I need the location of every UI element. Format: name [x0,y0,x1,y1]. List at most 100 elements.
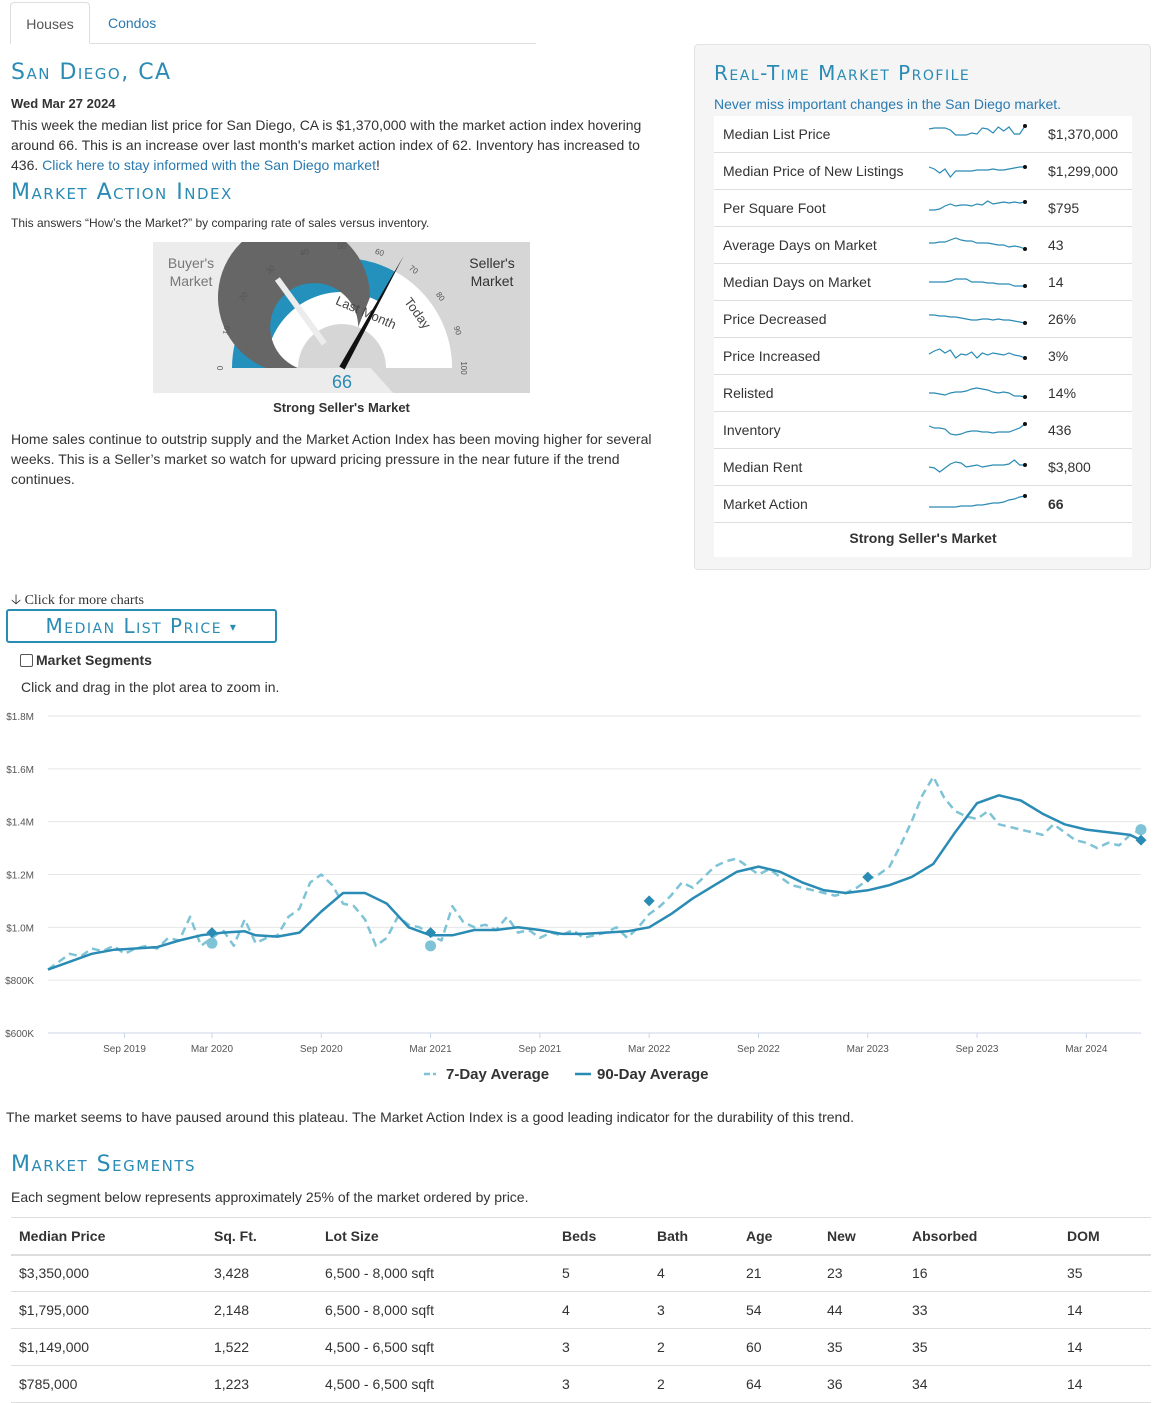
table-cell: 3 [649,1291,738,1329]
table-cell: 1,522 [206,1328,317,1366]
marker-7-day[interactable] [206,937,218,949]
more-charts-link[interactable]: 🡣 Click for more charts [11,593,144,608]
profile-row[interactable]: Average Days on Market 43 [714,227,1132,264]
gauge-tick-label: 50 [338,242,347,251]
profile-row-value: 26% [1048,311,1077,327]
marker-90-day[interactable] [206,927,218,939]
sparkline-path [928,348,1026,359]
profile-row[interactable]: Per Square Foot $795 [714,190,1132,227]
tab-houses[interactable]: Houses [10,2,90,44]
profile-row-value: $1,370,000 [1048,126,1119,142]
table-cell: 2,148 [206,1291,317,1329]
sparkline-end-dot [1023,395,1027,399]
table-header-cell: Lot Size [317,1217,554,1256]
gauge-arcs [217,221,452,368]
profile-row-value: 3% [1048,348,1069,364]
table-row: $785,000 1,223 4,500 - 6,500 sqft 3 2 64 36 34 1… [11,1365,1151,1403]
marker-7-day[interactable] [425,940,437,952]
table-cell: 2 [649,1365,738,1403]
profile-row-value: $1,299,000 [1048,163,1119,179]
chart-markers [206,824,1147,952]
profile-row-value: 66 [1048,496,1064,512]
market-segments-title: Market Segments [11,1152,197,1177]
marker-90-day[interactable] [862,871,874,883]
marker-90-day[interactable] [643,895,655,907]
table-cell: $785,000 [11,1365,206,1403]
sparkline [928,422,1027,436]
chart-type-dropdown[interactable]: Median List Price ▾ [6,609,277,643]
sparkline-end-dot [1023,422,1027,426]
plateau-text: The market seems to have paused around t… [6,1109,855,1125]
legend-7-day-label[interactable]: 7-Day Average [446,1066,549,1083]
x-tick-label: Mar 2023 [847,1044,890,1055]
profile-row[interactable]: Relisted 14% [714,375,1132,412]
buyers-label-1: Buyer's [168,255,214,271]
more-charts-label: Click for more charts [24,593,144,608]
profile-row[interactable]: Market Action 66 [714,486,1132,523]
profile-row[interactable]: Median List Price $1,370,000 [714,116,1132,153]
profile-row[interactable]: Price Increased 3% [714,338,1132,375]
sparkline [929,200,1027,211]
profile-row-value: 436 [1048,422,1072,438]
sparkline-end-dot [1023,494,1027,498]
chart-legend[interactable]: 7-Day Average 90-Day Average [424,1066,708,1083]
sparkline-end-dot [1023,200,1027,204]
sparkline-end-dot [1023,247,1027,251]
sparkline-path [929,278,1025,287]
table-cell: 33 [904,1291,1059,1329]
chart-series [47,775,1142,971]
profile-row[interactable]: Inventory 436 [714,412,1132,449]
median-list-price-chart[interactable]: $600K $800K $1.0M $1.2M $1.4M $1.6M $1.8M Sep … [0,700,1153,1095]
x-tick-label: Mar 2024 [1065,1044,1108,1055]
table-cell: 1,223 [206,1365,317,1403]
marker-7-day[interactable] [1135,824,1147,836]
table-cell: 4 [554,1291,649,1329]
profile-row-label: Price Decreased [723,311,827,327]
gauge-tick-label: 90 [452,325,463,337]
table-row: $1,149,000 1,522 4,500 - 6,500 sqft 3 2 60 35 3… [11,1328,1151,1366]
table-header-row: Median Price Sq. Ft. Lot Size Beds Bath Age Ne… [11,1217,1151,1256]
sparkline-path [929,495,1026,508]
stay-informed-link[interactable]: Click here to stay informed with the San… [42,157,376,173]
profile-footer: Strong Seller's Market [849,530,997,546]
profile-row[interactable]: Median Days on Market 14 [714,264,1132,301]
chart-y-axis: $600K $800K $1.0M $1.2M $1.4M $1.6M $1.8M [5,712,34,1040]
table-row: $1,795,000 2,148 6,500 - 8,000 sqft 4 3 54 44 3… [11,1291,1151,1329]
x-tick-label: Mar 2022 [628,1044,671,1055]
chart-x-axis: Sep 2019 Mar 2020 Sep 2020 Mar 2021 Sep 2021… [103,1033,1108,1055]
table-cell: 35 [904,1328,1059,1366]
sellers-label-1: Seller's [469,255,514,271]
marker-90-day[interactable] [425,927,437,939]
gauge-tick-label: 0 [216,365,225,370]
series-90-day-line [47,794,1142,971]
zoom-hint: Click and drag in the plot area to zoom … [21,679,280,695]
gauge-value: 66 [332,372,352,392]
profile-row-label: Per Square Foot [723,200,826,216]
market-profile-title: Real-Time Market Profile [714,61,971,85]
table-cell: 21 [738,1254,819,1292]
table-cell: 14 [1059,1328,1151,1366]
report-date: Wed Mar 27 2024 [11,96,116,111]
profile-row-value: 43 [1048,237,1064,253]
profile-row-label: Median Days on Market [723,274,871,290]
profile-row[interactable]: Price Decreased 26% [714,301,1132,338]
sparkline [929,237,1027,251]
y-tick-label: $1.8M [6,712,34,723]
profile-row-label: Median List Price [723,126,831,142]
x-tick-label: Sep 2019 [103,1044,146,1055]
tab-condos[interactable]: Condos [108,15,157,31]
sparkline-end-dot [1023,165,1027,169]
city-title: San Diego, CA [11,60,172,85]
gauge-needle [339,255,404,370]
table-header-cell: New [819,1217,904,1256]
table-cell: 64 [738,1365,819,1403]
sparkline-end-dot [1023,321,1027,325]
market-segments-toggle[interactable]: Market Segments [20,652,152,668]
y-tick-label: $600K [5,1029,34,1040]
marker-90-day[interactable] [1135,834,1147,846]
profile-row[interactable]: Median Price of New Listings $1,299,000 [714,153,1132,190]
profile-row[interactable]: Median Rent $3,800 [714,449,1132,486]
market-profile-link[interactable]: Never miss important changes in the San … [714,96,1062,112]
checkbox-icon[interactable] [20,654,33,667]
legend-90-day-label[interactable]: 90-Day Average [597,1066,708,1083]
